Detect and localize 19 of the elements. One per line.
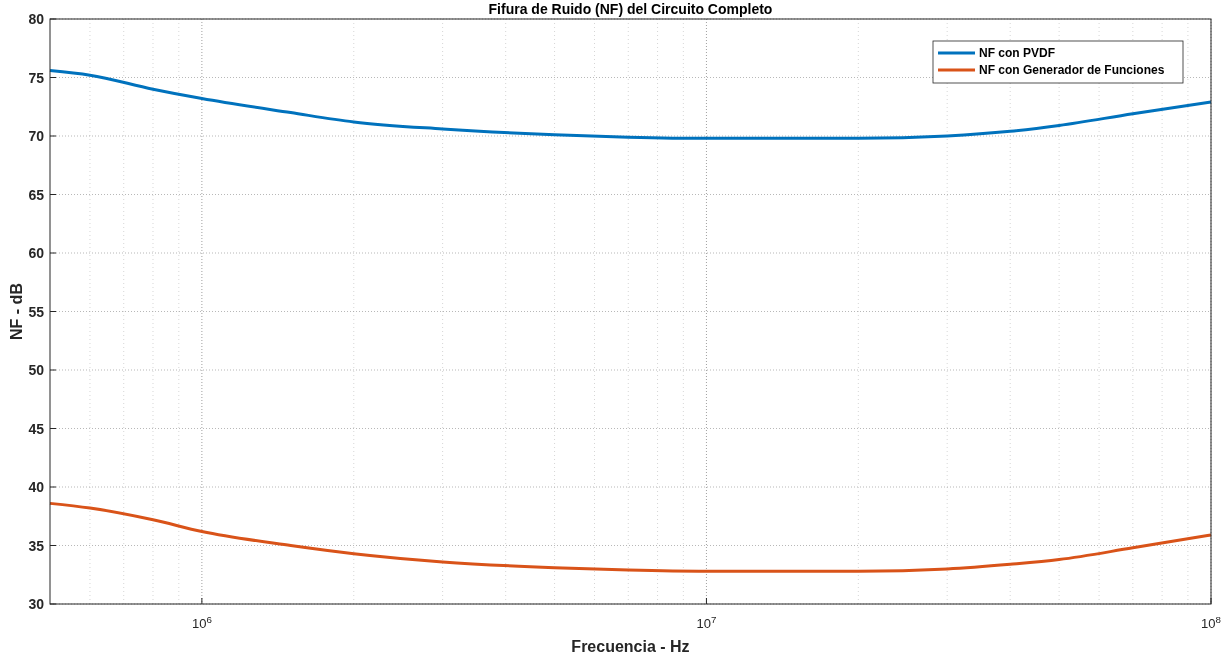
y-tick-label: 60 (28, 245, 45, 261)
y-tick-label: 30 (28, 596, 45, 612)
x-tick-label: 10$^{7}$ (696, 613, 717, 631)
y-tick-label: 80 (28, 11, 45, 27)
y-tick-label: 55 (28, 303, 45, 320)
y-tick-label: 65 (28, 186, 45, 203)
legend-label: NF con Generador de Funciones (979, 63, 1165, 77)
y-tick-label: 45 (28, 420, 45, 437)
y-tick-label: 70 (28, 128, 45, 144)
x-tick-label: 10$^{6}$ (191, 613, 212, 631)
x-axis-title: Frecuencia - Hz (571, 638, 690, 655)
y-tick-label: 50 (28, 362, 45, 378)
chart-title: Fifura de Ruido (NF) del Circuito Completo (488, 1, 773, 17)
y-tick-label: 75 (28, 69, 45, 86)
legend-label: NF con PVDF (979, 46, 1056, 60)
y-tick-label: 40 (28, 479, 45, 495)
y-axis-title: NF - dB (8, 283, 25, 340)
x-tick-label: 10$^{8}$ (1201, 613, 1221, 631)
y-tick-label: 35 (28, 537, 45, 554)
